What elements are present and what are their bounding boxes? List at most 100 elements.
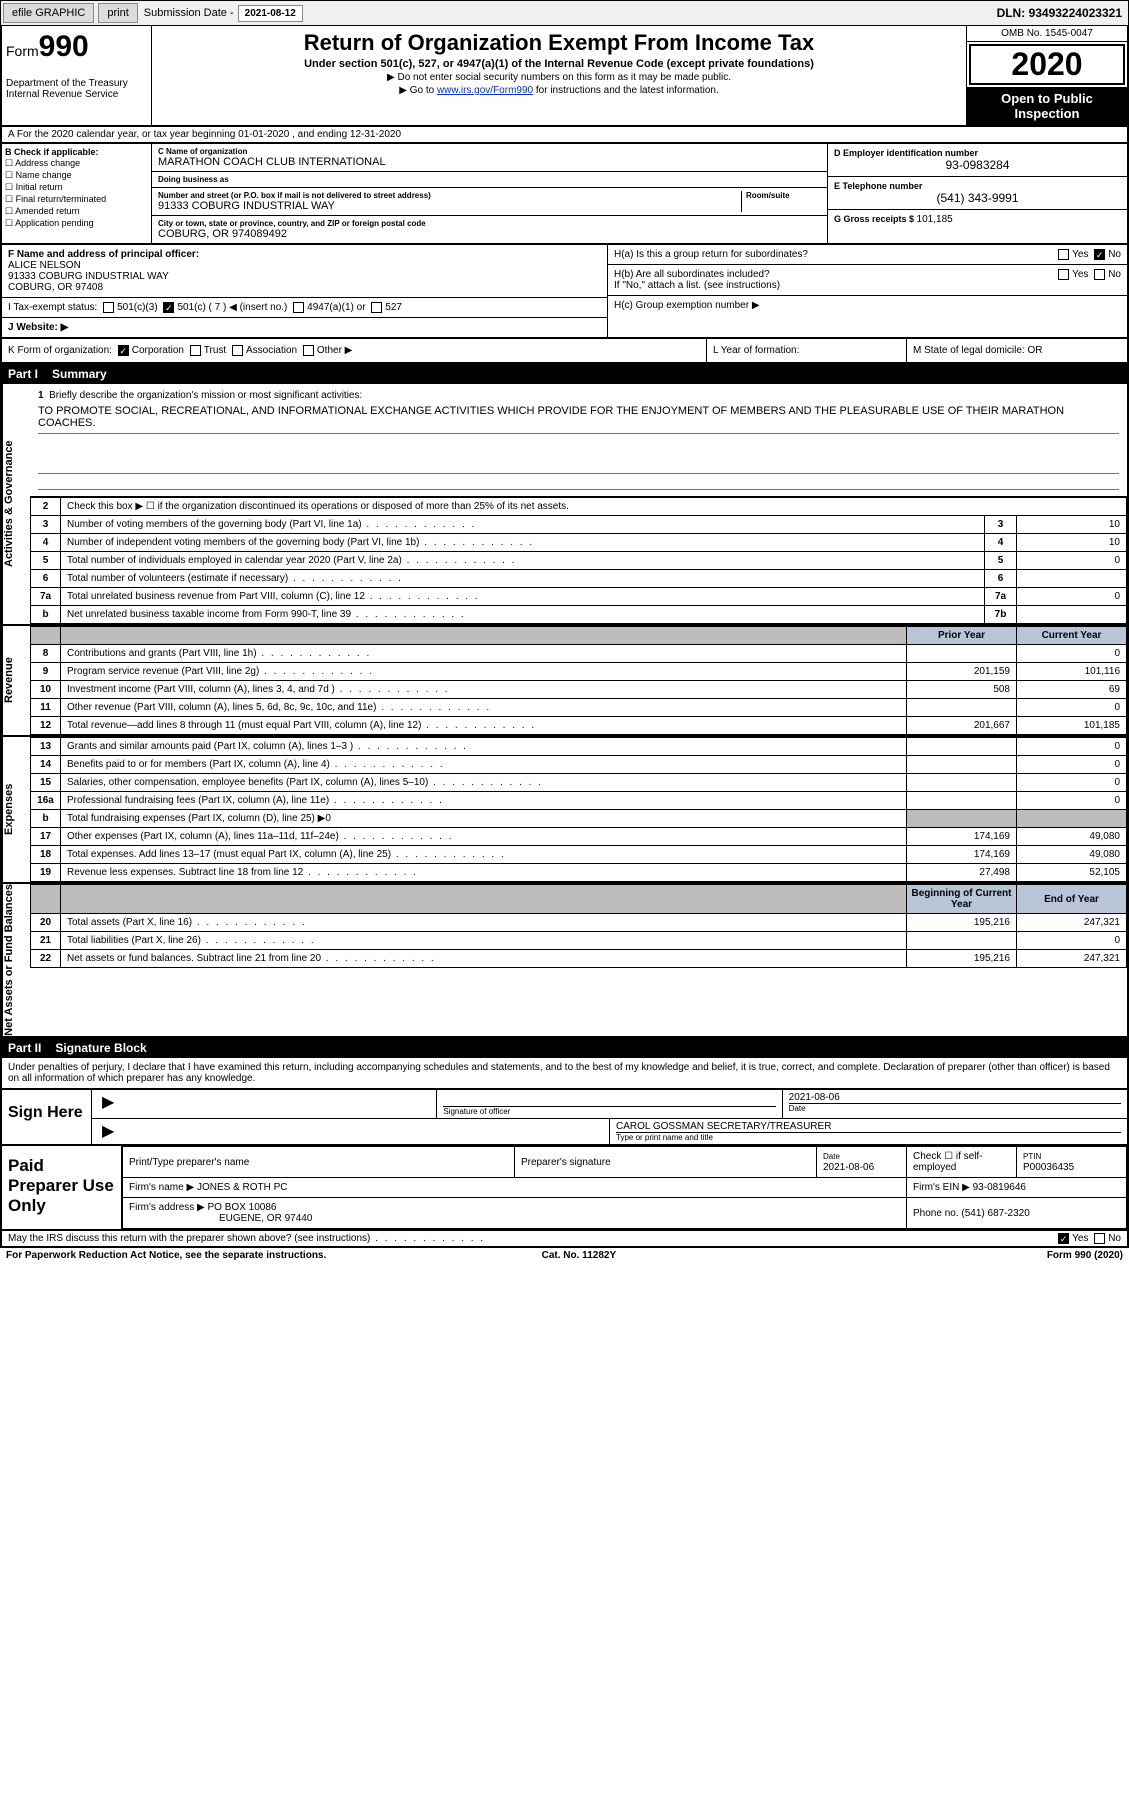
print-button[interactable]: print: [98, 3, 137, 23]
beg-year-hdr: Beginning of Current Year: [907, 885, 1017, 914]
gross-label: G Gross receipts $: [834, 214, 917, 224]
prep-ptin: PTINP00036435: [1017, 1147, 1127, 1178]
sidebar-netassets: Net Assets or Fund Balances: [2, 884, 30, 1036]
sign-here-label: Sign Here: [2, 1090, 92, 1144]
form-subtitle: Under section 501(c), 527, or 4947(a)(1)…: [160, 58, 958, 70]
line-label: Net assets or fund balances. Subtract li…: [61, 950, 907, 968]
chk-final[interactable]: ☐ Final return/terminated: [5, 194, 148, 205]
chk-4947[interactable]: [293, 302, 304, 313]
cat-no: Cat. No. 11282Y: [542, 1250, 616, 1261]
row-i: I Tax-exempt status: 501(c)(3) 501(c) ( …: [2, 298, 607, 318]
curr-val: 0: [1017, 699, 1127, 717]
line-num: 15: [31, 774, 61, 792]
line-label: Benefits paid to or for members (Part IX…: [61, 756, 907, 774]
discuss-yes[interactable]: [1058, 1233, 1069, 1244]
hb-yes[interactable]: [1058, 269, 1069, 280]
chk-527[interactable]: [371, 302, 382, 313]
line-label: Revenue less expenses. Subtract line 18 …: [61, 864, 907, 882]
sidebar-activities: Activities & Governance: [2, 384, 30, 624]
line-label: Number of independent voting members of …: [61, 534, 985, 552]
line-num: b: [31, 606, 61, 624]
city-value: COBURG, OR 974089492: [158, 228, 821, 240]
k-other[interactable]: [303, 345, 314, 356]
room-label: Room/suite: [746, 191, 821, 200]
top-bar: efile GRAPHIC print Submission Date - 20…: [0, 0, 1129, 26]
curr-year-hdr: Current Year: [1017, 627, 1127, 645]
prior-year-hdr: Prior Year: [907, 627, 1017, 645]
signature-cell[interactable]: Signature of officer: [437, 1090, 782, 1118]
row-ha: H(a) Is this a group return for subordin…: [608, 245, 1127, 265]
row-m: M State of legal domicile: OR: [907, 339, 1127, 362]
curr-val: 49,080: [1017, 828, 1127, 846]
curr-val: 0: [1017, 756, 1127, 774]
submission-label: Submission Date -: [140, 7, 238, 19]
k-trust[interactable]: [190, 345, 201, 356]
line-num: 14: [31, 756, 61, 774]
dln: DLN: 93493224023321: [997, 6, 1128, 20]
col-c: C Name of organization MARATHON COACH CL…: [152, 144, 827, 243]
chk-501c3[interactable]: [103, 302, 114, 313]
ha-no[interactable]: [1094, 249, 1105, 260]
line-num: 21: [31, 932, 61, 950]
chk-initial[interactable]: ☐ Initial return: [5, 182, 148, 193]
chk-address[interactable]: ☐ Address change: [5, 158, 148, 169]
prior-val: [907, 645, 1017, 663]
chk-amended[interactable]: ☐ Amended return: [5, 206, 148, 217]
line-label: Total number of volunteers (estimate if …: [61, 570, 985, 588]
part2-header: Part IISignature Block: [0, 1038, 1129, 1058]
curr-val: 49,080: [1017, 846, 1127, 864]
line-value: 0: [1017, 588, 1127, 606]
prior-val: [907, 756, 1017, 774]
street-label: Number and street (or P.O. box if mail i…: [158, 191, 741, 200]
netassets-block: Net Assets or Fund Balances Beginning of…: [0, 884, 1129, 1038]
mission-text: TO PROMOTE SOCIAL, RECREATIONAL, AND INF…: [38, 405, 1119, 434]
officer-addr2: COBURG, OR 97408: [8, 282, 601, 293]
line-label: Net unrelated business taxable income fr…: [61, 606, 985, 624]
k-assoc[interactable]: [232, 345, 243, 356]
chk-pending[interactable]: ☐ Application pending: [5, 218, 148, 229]
curr-val: 69: [1017, 681, 1127, 699]
col-deg: D Employer identification number 93-0983…: [827, 144, 1127, 243]
line-label: Check this box ▶ ☐ if the organization d…: [61, 498, 1127, 516]
end-val: 247,321: [1017, 950, 1127, 968]
line-num: 4: [31, 534, 61, 552]
lines-2-7: 2 Check this box ▶ ☐ if the organization…: [30, 497, 1127, 624]
part1-header: Part ISummary: [0, 364, 1129, 384]
expenses-table: 13 Grants and similar amounts paid (Part…: [30, 737, 1127, 882]
irs-link[interactable]: www.irs.gov/Form990: [437, 85, 533, 96]
line-label: Investment income (Part VIII, column (A)…: [61, 681, 907, 699]
prior-val: 201,667: [907, 717, 1017, 735]
line-num: 22: [31, 950, 61, 968]
sign-date-cell: 2021-08-06 Date: [783, 1090, 1127, 1118]
form-note-2: ▶ Go to www.irs.gov/Form990 for instruct…: [160, 85, 958, 96]
line-label: Salaries, other compensation, employee b…: [61, 774, 907, 792]
line-label: Total revenue—add lines 8 through 11 (mu…: [61, 717, 907, 735]
curr-val: 52,105: [1017, 864, 1127, 882]
beg-val: 195,216: [907, 914, 1017, 932]
dept-label: Department of the Treasury Internal Reve…: [6, 78, 147, 100]
firm-ein: Firm's EIN ▶ 93-0819646: [907, 1178, 1127, 1198]
penalty-text: Under penalties of perjury, I declare th…: [0, 1058, 1129, 1090]
k-corp[interactable]: [118, 345, 129, 356]
line-label: Program service revenue (Part VIII, line…: [61, 663, 907, 681]
dba-label: Doing business as: [158, 175, 821, 184]
ein-label: D Employer identification number: [834, 148, 1121, 158]
prep-self-emp[interactable]: Check ☐ if self-employed: [907, 1147, 1017, 1178]
line-num: 17: [31, 828, 61, 846]
ha-yes[interactable]: [1058, 249, 1069, 260]
org-name-label: C Name of organization: [158, 147, 821, 156]
line-num: 16a: [31, 792, 61, 810]
chk-name[interactable]: ☐ Name change: [5, 170, 148, 181]
hb-no[interactable]: [1094, 269, 1105, 280]
chk-501c[interactable]: [163, 302, 174, 313]
prep-sig-lbl: Preparer's signature: [514, 1147, 816, 1178]
form-title: Return of Organization Exempt From Incom…: [160, 30, 958, 56]
line-a: A For the 2020 calendar year, or tax yea…: [0, 127, 1129, 144]
line-num: 9: [31, 663, 61, 681]
line-num: 10: [31, 681, 61, 699]
line-num: 19: [31, 864, 61, 882]
submission-date: 2021-08-12: [238, 5, 303, 22]
discuss-no[interactable]: [1094, 1233, 1105, 1244]
efile-button[interactable]: efile GRAPHIC: [3, 3, 94, 23]
curr-val: 0: [1017, 792, 1127, 810]
